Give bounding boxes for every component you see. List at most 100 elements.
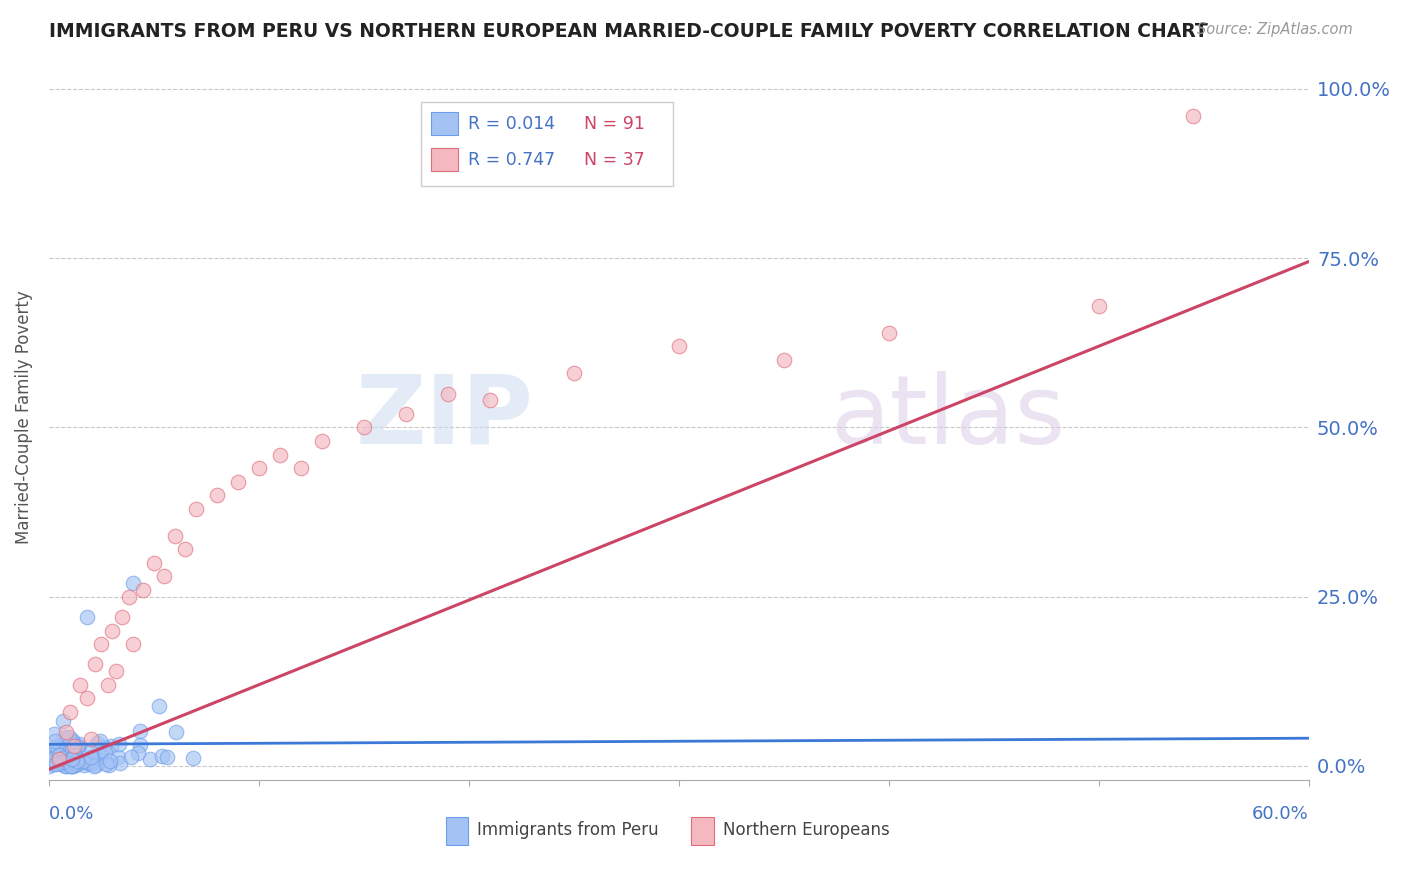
Point — [39, 751, 62, 765]
Bar — [430, 112, 458, 135]
Point — [52, 714, 75, 728]
Point — [668, 339, 690, 353]
Point — [122, 576, 145, 591]
Point — [148, 699, 170, 714]
Point — [62, 735, 84, 749]
Point — [93, 739, 115, 754]
Point — [107, 749, 129, 764]
Point — [226, 475, 249, 489]
Text: Northern Europeans: Northern Europeans — [723, 822, 890, 839]
Point — [60, 743, 83, 757]
Point — [205, 488, 228, 502]
Y-axis label: Married-Couple Family Poverty: Married-Couple Family Poverty — [15, 291, 32, 544]
Point — [1182, 109, 1205, 123]
Point — [46, 741, 69, 756]
FancyBboxPatch shape — [420, 103, 672, 186]
Point — [52, 751, 75, 765]
Point — [55, 740, 77, 755]
Point — [55, 758, 77, 772]
Point — [94, 756, 117, 771]
Point — [139, 752, 162, 766]
Point — [82, 744, 104, 758]
Text: ZIP: ZIP — [356, 371, 534, 464]
Point — [269, 448, 291, 462]
Point — [562, 367, 585, 381]
Point — [107, 737, 129, 751]
Text: 0.0%: 0.0% — [49, 805, 94, 822]
Point — [59, 705, 82, 719]
Point — [60, 752, 83, 766]
Point — [90, 746, 112, 760]
Point — [70, 755, 93, 769]
Bar — [430, 148, 458, 171]
Point — [76, 755, 98, 769]
Point — [110, 756, 132, 770]
Point — [39, 752, 62, 766]
Point — [60, 759, 83, 773]
Text: Immigrants from Peru: Immigrants from Peru — [477, 822, 659, 839]
Point — [86, 755, 108, 769]
Point — [155, 750, 177, 764]
Point — [80, 757, 103, 772]
Point — [65, 743, 87, 757]
Point — [48, 748, 70, 763]
Point — [44, 727, 66, 741]
Point — [142, 556, 165, 570]
Point — [48, 752, 70, 766]
Point — [100, 739, 122, 753]
Point — [163, 529, 186, 543]
Point — [60, 733, 83, 747]
Text: Source: ZipAtlas.com: Source: ZipAtlas.com — [1197, 22, 1353, 37]
Point — [56, 752, 79, 766]
Point — [122, 637, 145, 651]
Point — [290, 461, 312, 475]
Text: atlas: atlas — [830, 371, 1066, 464]
Point — [52, 755, 75, 769]
Point — [83, 758, 105, 772]
Point — [94, 745, 117, 759]
Bar — [692, 817, 714, 845]
Point — [98, 754, 121, 768]
Point — [38, 759, 60, 773]
Point — [63, 747, 86, 762]
Point — [62, 741, 84, 756]
Point — [772, 352, 794, 367]
Point — [877, 326, 900, 340]
Point — [98, 758, 121, 772]
Point — [53, 758, 76, 772]
Point — [128, 746, 150, 760]
Point — [437, 386, 460, 401]
Point — [181, 751, 204, 765]
Point — [66, 739, 89, 753]
Point — [69, 678, 91, 692]
Point — [97, 678, 120, 692]
Point — [72, 758, 94, 772]
Point — [51, 743, 73, 757]
Point — [90, 637, 112, 651]
Point — [66, 756, 89, 771]
Point — [58, 730, 80, 744]
Point — [45, 739, 67, 753]
Point — [58, 756, 80, 771]
Point — [55, 752, 77, 766]
Point — [84, 758, 107, 772]
Text: R = 0.747: R = 0.747 — [468, 151, 555, 169]
Point — [111, 610, 134, 624]
Point — [128, 738, 150, 752]
Point — [67, 738, 90, 752]
Point — [89, 749, 111, 764]
Point — [76, 610, 98, 624]
Text: N = 37: N = 37 — [585, 151, 645, 169]
Point — [86, 736, 108, 750]
Point — [58, 758, 80, 772]
Point — [79, 756, 101, 771]
Point — [353, 420, 375, 434]
Text: R = 0.014: R = 0.014 — [468, 115, 555, 133]
Point — [121, 750, 143, 764]
Point — [101, 624, 124, 638]
Point — [49, 746, 72, 760]
Point — [80, 749, 103, 764]
Point — [72, 754, 94, 768]
Text: N = 91: N = 91 — [585, 115, 645, 133]
Point — [165, 724, 187, 739]
